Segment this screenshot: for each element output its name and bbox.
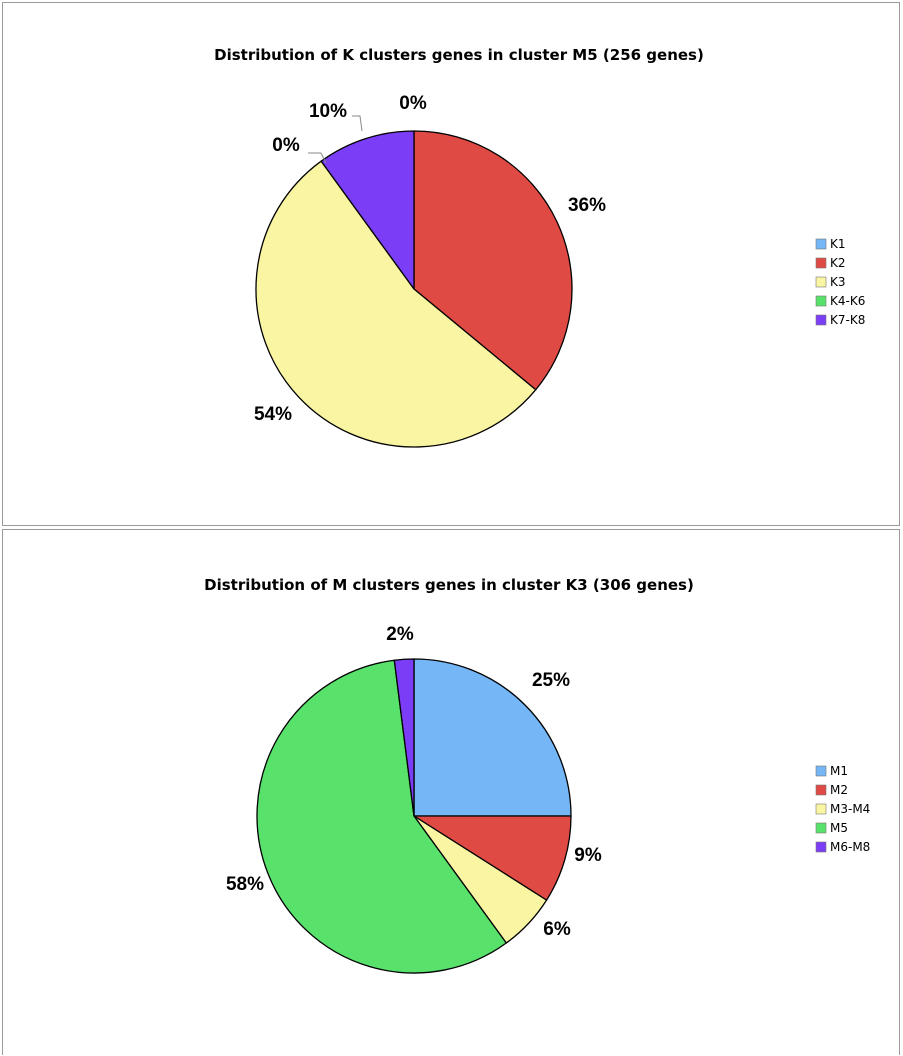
slice-label-k1: 0% [399,93,427,114]
legend-swatch [815,841,827,853]
slice-labels: 0% 36% 54% 0% 10% [254,93,606,425]
slice-label-m5: 58% [226,874,264,895]
legend-label-k3: K3 [830,275,846,289]
legend-label-k2: K2 [830,256,846,270]
pie-slice-m1 [413,658,572,817]
slice-label-m6-m8: 2% [386,624,414,645]
legend-label-k4-k6: K4-K6 [830,294,865,308]
legend-swatch [815,822,827,834]
pie-slices [255,130,573,448]
pie-chart-m-clusters: Distribution of M clusters genes in clus… [204,576,870,974]
pie-slice-k2 [413,130,573,391]
legend-label-k1: K1 [830,237,846,251]
legend-label-k7-k8: K7-K8 [830,313,865,327]
legend-swatch [815,803,827,815]
chart-legend: M1 M2 M3-M4 M5 M6-M8 [815,764,870,854]
pie-slice-m2 [413,815,572,901]
legend-label-m5: M5 [830,821,848,835]
slice-label-m3-m4: 6% [543,919,571,940]
legend-swatch [815,257,827,269]
legend-swatch [815,314,827,326]
legend-label-m2: M2 [830,783,848,797]
chart-title: Distribution of M clusters genes in clus… [204,576,694,594]
slice-label-k2: 36% [568,195,606,216]
leader-line [308,152,327,164]
leader-line [352,115,363,132]
slice-label-k4-k6: 0% [272,135,300,156]
slice-label-k3: 54% [254,404,292,425]
slice-labels: 25% 9% 6% 58% 2% [226,624,602,940]
slice-label-m1: 25% [532,670,570,691]
pie-slice-m6-m8 [393,658,415,817]
legend-label-m3-m4: M3-M4 [830,802,870,816]
slice-label-k7-k8: 10% [309,101,347,122]
pie-slice-m5 [256,659,507,974]
slice-label-m2: 9% [574,845,602,866]
pie-slices [256,658,572,974]
chart-title: Distribution of K clusters genes in clus… [214,46,704,64]
legend-swatch [815,238,827,250]
legend-swatch [815,276,827,288]
pie-chart-k-clusters: Distribution of K clusters genes in clus… [214,46,865,448]
legend-swatch [815,784,827,796]
chart-panel-m-clusters: Distribution of M clusters genes in clus… [2,529,900,1055]
legend-swatch [815,765,827,777]
legend-label-m6-m8: M6-M8 [830,840,870,854]
legend-label-m1: M1 [830,764,848,778]
pie-slice-k3 [255,160,537,448]
legend-swatch [815,295,827,307]
chart-panel-k-clusters: Distribution of K clusters genes in clus… [2,2,900,526]
chart-legend: K1 K2 K3 K4-K6 K7-K8 [815,237,865,327]
